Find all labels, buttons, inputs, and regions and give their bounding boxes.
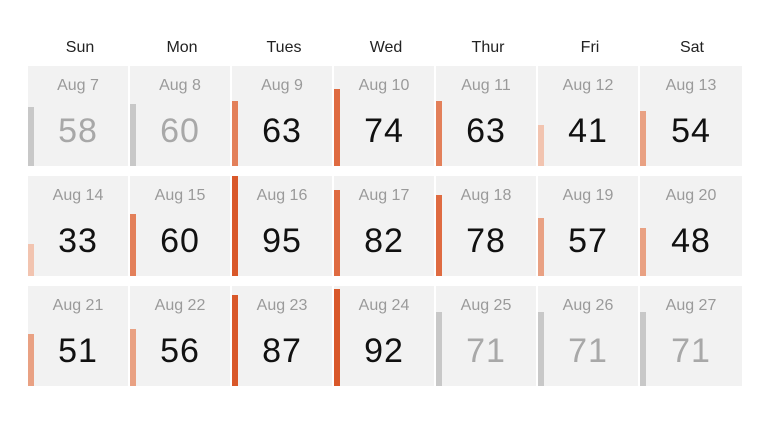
day-temperature: 71: [466, 332, 506, 370]
day-temperature: 82: [364, 222, 404, 260]
day-date: Aug 7: [57, 77, 99, 94]
weekday-sat: Sat: [679, 39, 704, 56]
day-cell[interactable]: Aug 15 60: [130, 176, 230, 276]
week-row: Aug 21 51 Aug 22 56 Aug 23 87 Aug 24 92 Aug 25 71…: [28, 286, 742, 386]
week-row: Aug 14 33 Aug 15 60 Aug 16 95 Aug 17 82 Aug 18 78…: [28, 176, 742, 276]
temperature-bar: [640, 110, 646, 166]
temperature-bar: [28, 106, 34, 166]
day-date: Aug 15: [154, 187, 206, 204]
temperature-bar: [334, 190, 340, 276]
day-cell[interactable]: Aug 25 71: [436, 286, 536, 386]
day-cell[interactable]: Aug 18 78: [436, 176, 536, 276]
day-cell[interactable]: Aug 17 82: [334, 176, 434, 276]
temperature-bar: [334, 289, 340, 386]
temperature-bar: [28, 244, 34, 276]
temperature-bar: [232, 101, 238, 166]
temperature-bar: [232, 176, 238, 276]
day-date: Aug 25: [460, 297, 512, 314]
temperature-bar: [436, 194, 442, 276]
day-cell[interactable]: Aug 8 60: [130, 66, 230, 166]
day-date: Aug 8: [159, 77, 201, 94]
day-temperature: 71: [568, 332, 608, 370]
day-temperature: 63: [466, 112, 506, 150]
day-temperature: 48: [671, 222, 711, 260]
weekday-thu: Thur: [471, 39, 505, 56]
day-cell[interactable]: Aug 23 87: [232, 286, 332, 386]
weekday-tue: Tues: [266, 39, 302, 56]
day-cell[interactable]: Aug 19 57: [538, 176, 638, 276]
day-date: Aug 23: [256, 297, 308, 314]
day-date: Aug 17: [358, 187, 410, 204]
temperature-bar: [436, 101, 442, 166]
day-date: Aug 13: [665, 77, 717, 94]
day-temperature: 33: [58, 222, 98, 260]
day-date: Aug 26: [562, 297, 614, 314]
day-temperature: 54: [671, 112, 711, 150]
day-date: Aug 24: [358, 297, 410, 314]
temperature-bar: [538, 312, 544, 386]
temperature-bar: [538, 217, 544, 276]
weekday-mon: Mon: [166, 39, 198, 56]
day-cell[interactable]: Aug 16 95: [232, 176, 332, 276]
day-temperature: 63: [262, 112, 302, 150]
temperature-bar: [640, 227, 646, 276]
day-temperature: 60: [160, 222, 200, 260]
day-date: Aug 19: [562, 187, 614, 204]
day-cell[interactable]: Aug 10 74: [334, 66, 434, 166]
day-date: Aug 27: [665, 297, 717, 314]
weekday-sun: Sun: [65, 39, 95, 56]
day-date: Aug 10: [358, 77, 410, 94]
day-cell[interactable]: Aug 21 51: [28, 286, 128, 386]
day-cell[interactable]: Aug 12 41: [538, 66, 638, 166]
day-temperature: 58: [58, 112, 98, 150]
day-date: Aug 12: [562, 77, 614, 94]
weekday-fri: Fri: [580, 39, 600, 56]
temperature-bar: [130, 214, 136, 276]
day-temperature: 41: [568, 112, 608, 150]
day-date: Aug 21: [52, 297, 104, 314]
day-cell[interactable]: Aug 22 56: [130, 286, 230, 386]
day-cell[interactable]: Aug 27 71: [640, 286, 742, 386]
day-temperature: 71: [671, 332, 711, 370]
weekday-wed: Wed: [369, 39, 403, 56]
day-cell[interactable]: Aug 11 63: [436, 66, 536, 166]
day-cell[interactable]: Aug 7 58: [28, 66, 128, 166]
day-temperature: 56: [160, 332, 200, 370]
temperature-bar: [28, 334, 34, 386]
temperature-bar: [436, 312, 442, 386]
day-cell[interactable]: Aug 9 63: [232, 66, 332, 166]
weeks-container: Aug 7 58 Aug 8 60 Aug 9 63 Aug 10 74 Aug 11 63 Aug…: [28, 66, 742, 386]
day-date: Aug 22: [154, 297, 206, 314]
day-temperature: 95: [262, 222, 302, 260]
day-date: Aug 18: [460, 187, 512, 204]
day-date: Aug 9: [261, 77, 303, 94]
day-cell[interactable]: Aug 26 71: [538, 286, 638, 386]
day-date: Aug 20: [665, 187, 717, 204]
temperature-bar: [538, 125, 544, 166]
day-temperature: 92: [364, 332, 404, 370]
day-cell[interactable]: Aug 24 92: [334, 286, 434, 386]
day-temperature: 87: [262, 332, 302, 370]
weekday-header-row: Sun Mon Tues Wed Thur Fri Sat: [28, 30, 742, 66]
day-temperature: 74: [364, 112, 404, 150]
day-date: Aug 11: [461, 77, 511, 94]
day-temperature: 78: [466, 222, 506, 260]
day-cell[interactable]: Aug 20 48: [640, 176, 742, 276]
temperature-bar: [640, 312, 646, 386]
temperature-bar: [232, 294, 238, 386]
day-temperature: 51: [58, 332, 98, 370]
temperature-bar: [334, 88, 340, 166]
week-row: Aug 7 58 Aug 8 60 Aug 9 63 Aug 10 74 Aug 11 63 Aug…: [28, 66, 742, 166]
temperature-bar: [130, 328, 136, 386]
day-temperature: 57: [568, 222, 608, 260]
day-cell[interactable]: Aug 13 54: [640, 66, 742, 166]
day-date: Aug 16: [256, 187, 308, 204]
day-temperature: 60: [160, 112, 200, 150]
calendar: Sun Mon Tues Wed Thur Fri Sat Aug 7 58 Aug…: [28, 30, 742, 398]
temperature-bar: [130, 104, 136, 166]
day-date: Aug 14: [52, 187, 104, 204]
day-cell[interactable]: Aug 14 33: [28, 176, 128, 276]
